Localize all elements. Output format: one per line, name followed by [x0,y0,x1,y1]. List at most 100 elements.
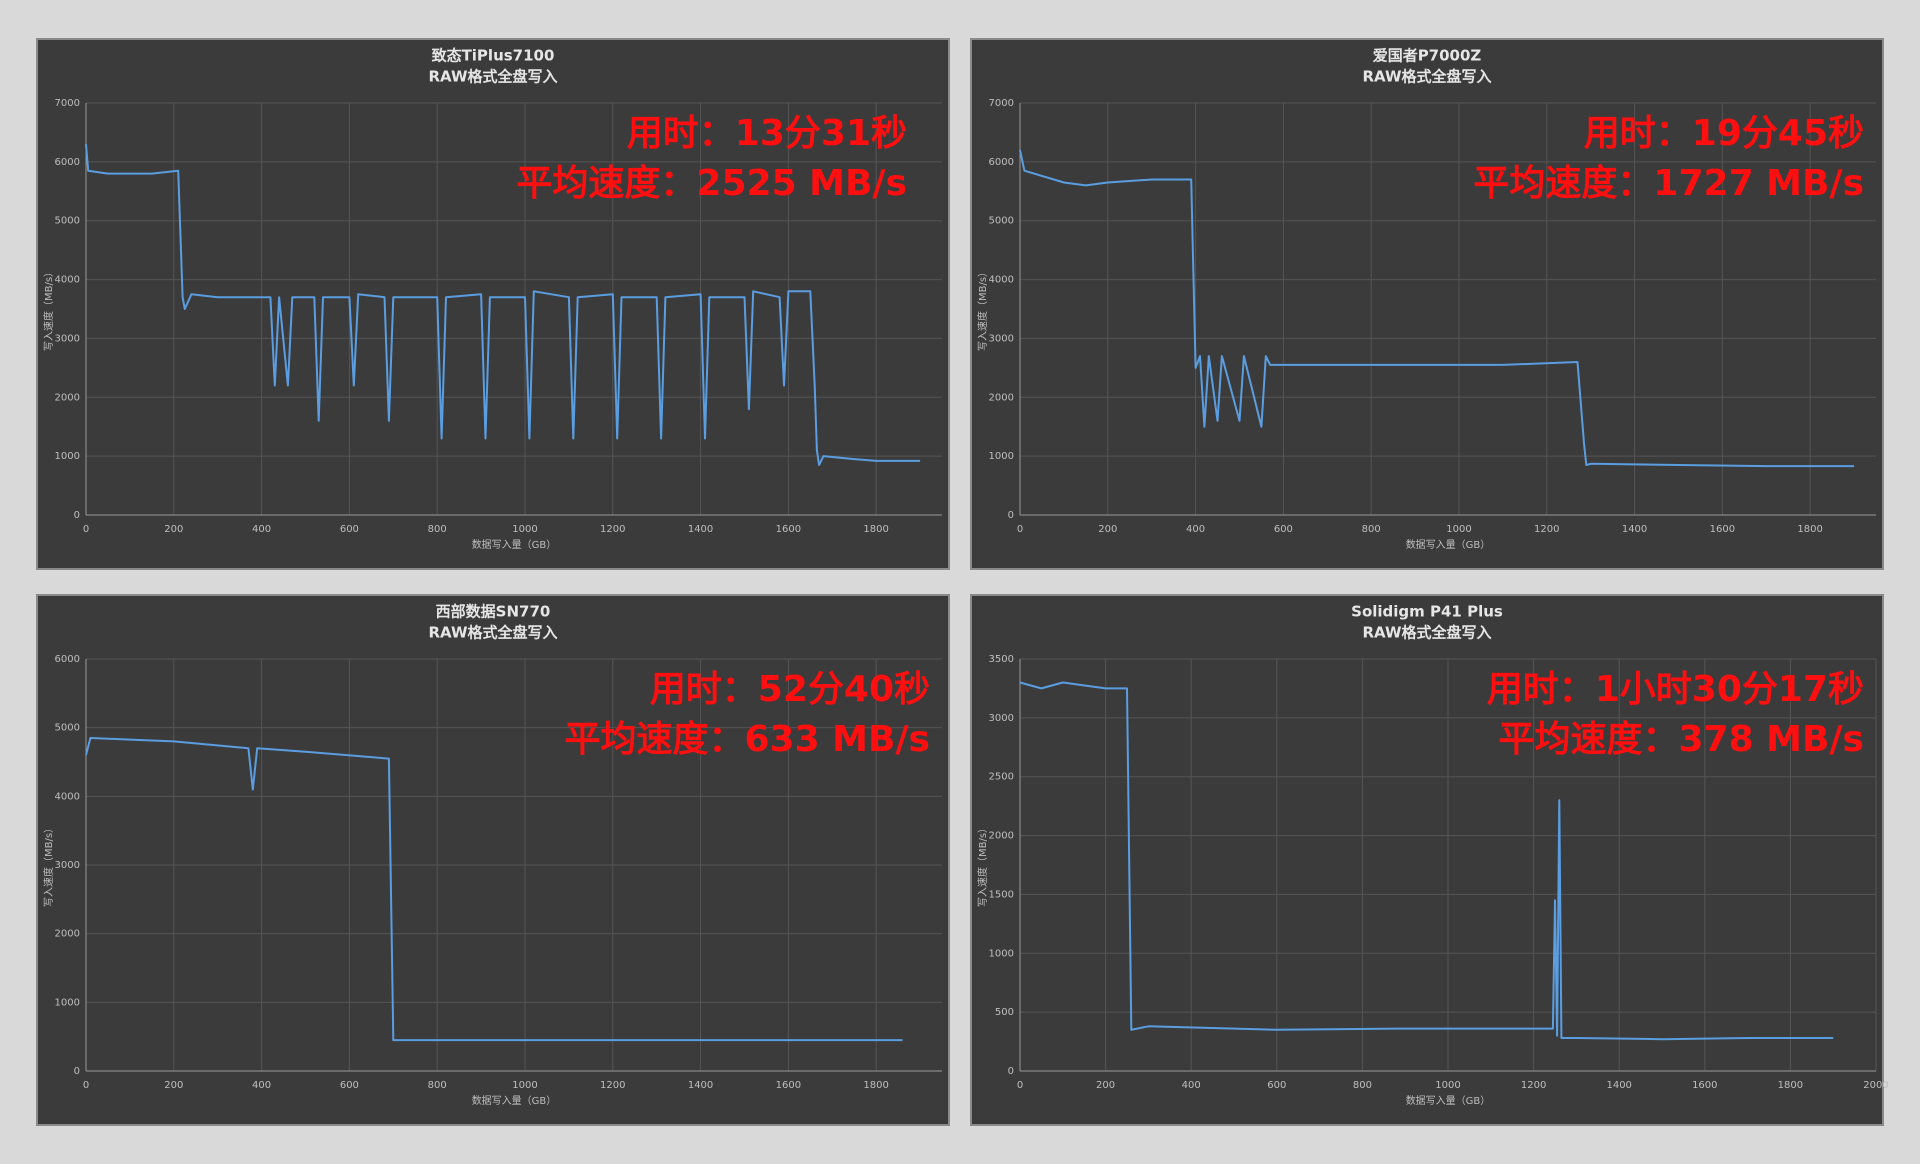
y-tick-label: 1000 [55,997,80,1008]
y-tick-label: 5000 [55,723,80,734]
y-axis-label: 写入速度（MB/s） [976,823,989,907]
x-tick-label: 1800 [1778,1080,1803,1091]
y-tick-label: 0 [74,1066,80,1077]
y-tick-label: 4000 [989,275,1014,286]
chart-panel: 0 1000 2000 3000 4000 5000 6000 0 200 400 600 800 10… [36,594,950,1126]
annotation: 用时：52分40秒 [650,669,930,710]
x-tick-label: 400 [252,524,271,535]
data-line [1019,681,1834,1041]
x-tick-label: 1400 [1606,1080,1631,1091]
x-tick-label: 1000 [512,1080,537,1091]
x-axis-label: 数据写入量（GB） [472,538,557,551]
x-tick-label: 1800 [863,1080,888,1091]
y-tick-label: 2000 [55,929,80,940]
y-tick-label: 500 [995,1007,1014,1018]
panel-background [970,594,1884,1126]
x-tick-label: 600 [1267,1080,1286,1091]
y-tick-label: 4000 [55,791,80,802]
annotation: 平均速度：378 MB/s [1498,719,1864,760]
x-tick-label: 1000 [1435,1080,1460,1091]
y-tick-label: 4000 [55,275,80,286]
y-tick-label: 2000 [989,831,1014,842]
x-tick-label: 200 [164,1080,183,1091]
x-tick-label: 200 [1096,1080,1115,1091]
y-axis-label: 写入速度（MB/s） [42,267,55,351]
chart-panel: 0 1000 2000 3000 4000 5000 6000 7000 0 200 400 600 8… [36,38,950,570]
y-axis-label: 写入速度（MB/s） [976,267,989,351]
x-axis-label: 数据写入量（GB） [1406,538,1491,551]
panel-background [36,594,950,1126]
data-line [1019,149,1855,468]
y-tick-label: 2000 [989,392,1014,403]
annotation: 用时：13分31秒 [627,113,907,154]
y-tick-label: 2500 [989,772,1014,783]
x-tick-label: 600 [1274,524,1293,535]
x-tick-label: 800 [1362,524,1381,535]
x-tick-label: 1000 [512,524,537,535]
y-tick-label: 0 [1008,510,1014,521]
y-tick-label: 6000 [55,654,80,665]
x-tick-label: 200 [164,524,183,535]
chart-title: 爱国者P7000Z [1373,47,1482,65]
x-tick-label: 1600 [776,1080,801,1091]
y-tick-label: 7000 [989,98,1014,109]
x-tick-label: 400 [252,1080,271,1091]
annotation: 用时：19分45秒 [1584,113,1864,154]
y-tick-label: 3000 [989,713,1014,724]
y-tick-label: 1000 [989,451,1014,462]
x-tick-label: 1000 [1446,524,1471,535]
x-tick-label: 600 [340,524,359,535]
y-tick-label: 6000 [989,157,1014,168]
x-tick-label: 1600 [1710,524,1735,535]
x-tick-label: 800 [428,1080,447,1091]
chart-subtitle: RAW格式全盘写入 [428,68,557,86]
x-tick-label: 1200 [600,524,625,535]
y-tick-label: 0 [74,510,80,521]
chart-title: 西部数据SN770 [436,603,551,621]
y-tick-label: 3000 [55,333,80,344]
y-tick-label: 1000 [989,948,1014,959]
x-tick-label: 1600 [776,524,801,535]
x-tick-label: 1200 [1521,1080,1546,1091]
y-tick-label: 3500 [989,654,1014,665]
x-tick-label: 1800 [1797,524,1822,535]
y-tick-label: 7000 [55,98,80,109]
y-tick-label: 3000 [989,333,1014,344]
y-tick-label: 5000 [989,216,1014,227]
chart-subtitle: RAW格式全盘写入 [1362,68,1491,86]
x-tick-label: 1200 [1534,524,1559,535]
y-axis-label: 写入速度（MB/s） [42,823,55,907]
y-tick-label: 1000 [55,451,80,462]
annotation: 平均速度：633 MB/s [564,719,930,760]
annotation: 平均速度：1727 MB/s [1473,163,1864,204]
x-tick-label: 1600 [1692,1080,1717,1091]
x-tick-label: 1400 [1622,524,1647,535]
panel-background [970,38,1884,570]
chart-subtitle: RAW格式全盘写入 [1362,624,1491,642]
data-line [85,144,921,466]
x-tick-label: 2000 [1863,1080,1888,1091]
x-tick-label: 800 [1353,1080,1372,1091]
x-tick-label: 1200 [600,1080,625,1091]
chart-title: Solidigm P41 Plus [1351,603,1503,621]
x-tick-label: 600 [340,1080,359,1091]
chart-panel: 0 500 1000 1500 2000 2500 3000 3500 0 200 400 600 80… [970,594,1889,1126]
data-line [85,737,903,1042]
x-tick-label: 1400 [688,524,713,535]
x-tick-label: 0 [1017,524,1023,535]
annotation: 平均速度：2525 MB/s [516,163,907,204]
x-tick-label: 800 [428,524,447,535]
y-tick-label: 5000 [55,216,80,227]
y-tick-label: 2000 [55,392,80,403]
y-tick-label: 3000 [55,860,80,871]
x-axis-label: 数据写入量（GB） [1406,1094,1491,1107]
x-tick-label: 400 [1186,524,1205,535]
x-tick-label: 0 [83,524,89,535]
y-tick-label: 0 [1008,1066,1014,1077]
x-tick-label: 0 [1017,1080,1023,1091]
y-tick-label: 1500 [989,889,1014,900]
x-tick-label: 0 [83,1080,89,1091]
panel-background [36,38,950,570]
